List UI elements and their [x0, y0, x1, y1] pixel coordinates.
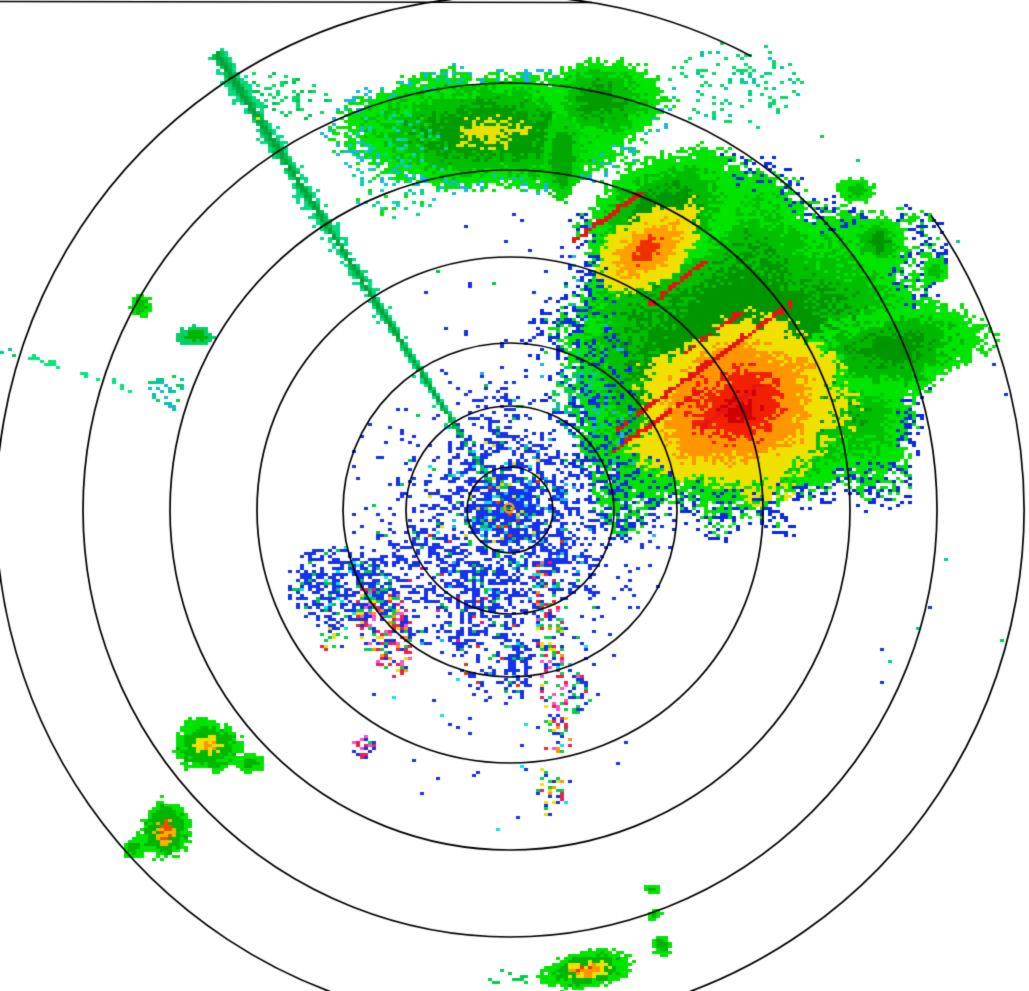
radar-ppi-canvas [0, 0, 1029, 991]
radar-display [0, 0, 1029, 991]
